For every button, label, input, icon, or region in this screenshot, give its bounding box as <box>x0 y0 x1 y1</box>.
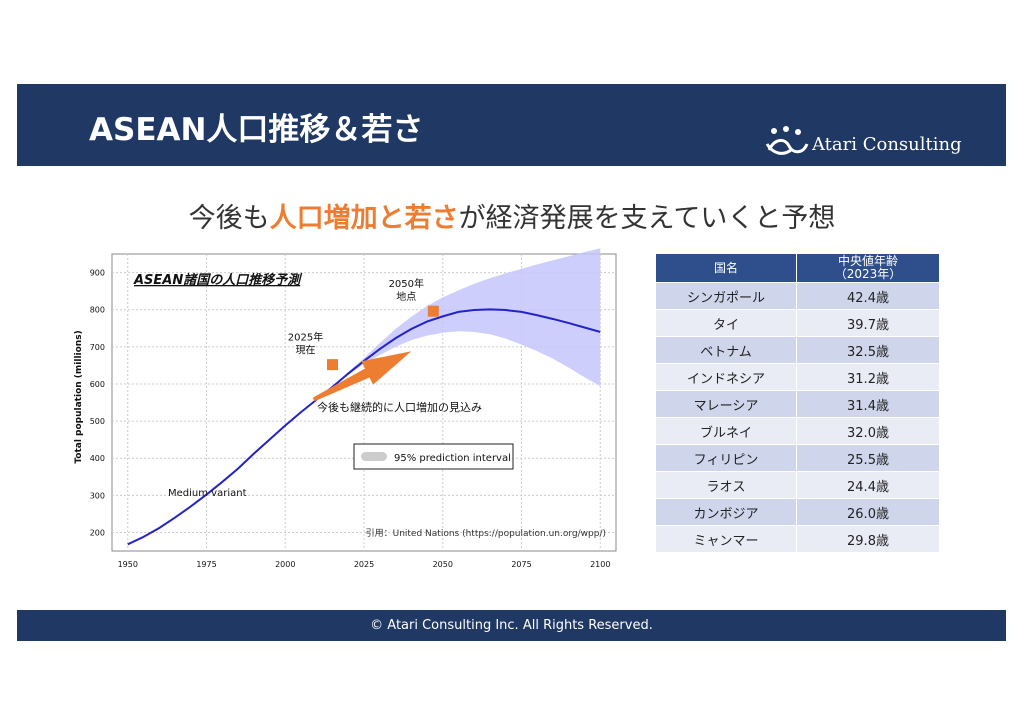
median-age-table: 国名 中央値年齢 （2023年） シンガポール 42.4歳 タイ 39.7歳 ベトナム 3… <box>655 253 940 553</box>
header-country-label: 国名 <box>713 260 738 275</box>
country-cell: マレーシア <box>655 390 797 418</box>
prediction-interval-band <box>332 248 601 387</box>
medium-variant-label: Medium variant <box>168 488 247 499</box>
growth-arrow-icon <box>312 351 412 402</box>
y-tick-label: 600 <box>90 380 105 389</box>
table-row: フィリピン 25.5歳 <box>655 444 940 472</box>
table-row: ブルネイ 32.0歳 <box>655 417 940 445</box>
table-header-age: 中央値年齢 （2023年） <box>796 253 940 283</box>
y-axis-label: Total population (millions) <box>74 330 84 463</box>
y-tick-label: 200 <box>90 528 105 537</box>
population-chart-svg: 1950 1975 2000 2025 2050 2075 2100 200 300 400 500… <box>74 248 617 569</box>
x-tick-label: 2000 <box>275 560 295 569</box>
milestone-marker <box>427 305 439 317</box>
median-age-cell: 32.0歳 <box>796 417 940 445</box>
table-row: タイ 39.7歳 <box>655 309 940 337</box>
subtitle-before: 今後も <box>188 203 270 234</box>
header-year-label: （2023年） <box>834 267 902 281</box>
country-cell: カンボジア <box>655 498 797 526</box>
country-cell: ブルネイ <box>655 417 797 445</box>
median-age-cell: 25.5歳 <box>796 444 940 472</box>
median-age-cell: 29.8歳 <box>796 525 940 553</box>
legend-swatch <box>361 452 387 461</box>
subtitle-after: が経済発展を支えていくと予想 <box>458 203 836 234</box>
median-age-cell: 31.4歳 <box>796 390 940 418</box>
y-tick-label: 900 <box>90 269 105 278</box>
milestone-year-label: 2025年 <box>288 331 323 344</box>
x-tick-label: 1950 <box>118 560 138 569</box>
table-body: シンガポール 42.4歳 タイ 39.7歳 ベトナム 32.5歳 インドネシア 31.2歳 マレ… <box>655 282 940 553</box>
x-tick-label: 1975 <box>196 560 216 569</box>
atari-logo-icon <box>765 126 809 155</box>
country-cell: ミャンマー <box>655 525 797 553</box>
y-tick-label: 700 <box>90 343 105 352</box>
table-row: カンボジア 26.0歳 <box>655 498 940 526</box>
y-tick-label: 300 <box>90 491 105 500</box>
table-row: ベトナム 32.5歳 <box>655 336 940 364</box>
milestone-marker <box>327 359 338 371</box>
median-age-cell: 39.7歳 <box>796 309 940 337</box>
footer-bar: © Atari Consulting Inc. All Rights Reser… <box>17 610 1006 641</box>
y-tick-label: 800 <box>90 306 105 315</box>
growth-annotation: 今後も継続的に人口増加の見込み <box>317 400 482 414</box>
median-age-cell: 42.4歳 <box>796 282 940 310</box>
table-row: シンガポール 42.4歳 <box>655 282 940 310</box>
table-row: ラオス 24.4歳 <box>655 471 940 499</box>
milestone-year-label: 2050年 <box>389 277 424 290</box>
milestone-caption-label: 現在 <box>296 345 316 357</box>
slide-subtitle: 今後も人口増加と若さが経済発展を支えていくと予想 <box>0 196 1024 235</box>
source-citation: 引用：United Nations (https://population.un… <box>366 528 606 539</box>
population-chart: 1950 1975 2000 2025 2050 2075 2100 200 300 400 500… <box>68 247 618 573</box>
x-tick-label: 2025 <box>354 560 374 569</box>
country-cell: シンガポール <box>655 282 797 310</box>
country-cell: ベトナム <box>655 336 797 364</box>
country-cell: インドネシア <box>655 363 797 391</box>
y-tick-label: 500 <box>90 417 105 426</box>
y-tick-label: 400 <box>90 454 105 463</box>
x-tick-label: 2075 <box>511 560 531 569</box>
table-row: インドネシア 31.2歳 <box>655 363 940 391</box>
median-age-cell: 26.0歳 <box>796 498 940 526</box>
header-age-label: 中央値年齢 <box>837 254 898 268</box>
table-row: マレーシア 31.4歳 <box>655 390 940 418</box>
company-name: Atari Consulting <box>812 134 962 155</box>
header-bar: ASEAN人口推移＆若さ Atari Consulting <box>17 84 1006 166</box>
country-cell: フィリピン <box>655 444 797 472</box>
chart-title: ASEAN諸国の人口推移予測 <box>133 272 303 288</box>
median-age-cell: 31.2歳 <box>796 363 940 391</box>
legend-label: 95% prediction interval <box>394 453 511 464</box>
x-tick-label: 2100 <box>590 560 610 569</box>
table-row: ミャンマー 29.8歳 <box>655 525 940 553</box>
median-age-cell: 24.4歳 <box>796 471 940 499</box>
table-header-country: 国名 <box>655 253 797 283</box>
milestone-caption-label: 地点 <box>396 290 416 303</box>
median-age-table-container: 国名 中央値年齢 （2023年） シンガポール 42.4歳 タイ 39.7歳 ベトナム 3… <box>655 253 940 553</box>
country-cell: ラオス <box>655 471 797 499</box>
x-tick-label: 2050 <box>433 560 453 569</box>
median-age-cell: 32.5歳 <box>796 336 940 364</box>
page-title: ASEAN人口推移＆若さ <box>89 112 424 148</box>
country-cell: タイ <box>655 309 797 337</box>
subtitle-highlight: 人口増加と若さ <box>269 203 459 234</box>
copyright-text: © Atari Consulting Inc. All Rights Reser… <box>370 618 653 633</box>
